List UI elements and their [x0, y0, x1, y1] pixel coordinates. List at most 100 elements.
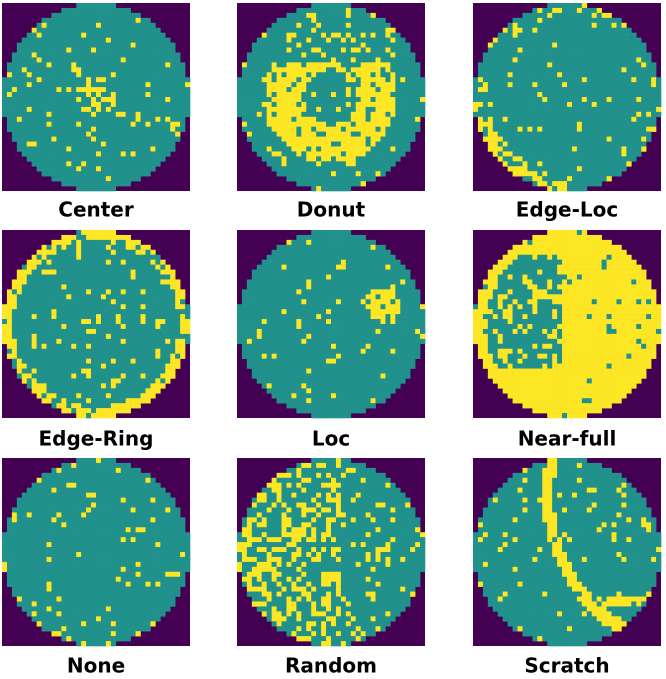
- die: [91, 7, 97, 14]
- die: [150, 77, 156, 83]
- die: [522, 156, 528, 162]
- defect-die: [165, 368, 171, 374]
- die: [370, 284, 376, 290]
- die: [276, 284, 282, 290]
- die: [311, 289, 317, 295]
- die: [611, 52, 617, 58]
- die: [125, 92, 131, 98]
- die: [71, 7, 77, 14]
- defect-die: [340, 264, 347, 270]
- die: [160, 299, 166, 305]
- die: [86, 62, 92, 68]
- die: [100, 52, 107, 58]
- die: [125, 62, 131, 68]
- die: [271, 141, 277, 147]
- die: [76, 126, 82, 132]
- die: [125, 97, 131, 103]
- die: [345, 3, 352, 9]
- die: [145, 343, 151, 350]
- die: [160, 131, 166, 137]
- die: [321, 111, 327, 118]
- die: [326, 106, 332, 113]
- die: [130, 22, 136, 29]
- die: [512, 87, 518, 93]
- die: [145, 254, 151, 260]
- die: [86, 121, 92, 127]
- die: [420, 106, 426, 113]
- die: [596, 22, 602, 29]
- die: [241, 299, 248, 305]
- defect-die: [286, 47, 292, 53]
- defect-die: [365, 67, 371, 73]
- die: [626, 27, 632, 33]
- die: [81, 72, 87, 78]
- die: [405, 47, 411, 53]
- die: [497, 126, 503, 132]
- die: [66, 57, 72, 63]
- die: [331, 156, 337, 162]
- defect-die: [41, 244, 47, 251]
- die: [395, 42, 401, 48]
- die: [100, 284, 107, 290]
- defect-die: [301, 82, 307, 88]
- defect-die: [271, 126, 277, 132]
- die: [56, 126, 62, 132]
- defect-die: [375, 101, 381, 108]
- die: [31, 32, 37, 38]
- die: [547, 42, 553, 48]
- die: [355, 57, 361, 63]
- die: [237, 77, 243, 83]
- die: [631, 37, 637, 43]
- defect-die: [266, 146, 272, 152]
- die: [21, 368, 28, 374]
- defect-die: [120, 403, 126, 409]
- die: [621, 62, 627, 68]
- die: [400, 126, 406, 132]
- die: [246, 72, 253, 78]
- die: [81, 353, 87, 359]
- die: [562, 57, 568, 63]
- die: [306, 309, 312, 315]
- die: [41, 264, 47, 270]
- defect-die: [321, 32, 327, 38]
- die: [100, 22, 107, 29]
- defect-die: [110, 299, 117, 305]
- die: [26, 126, 32, 132]
- die: [125, 388, 131, 394]
- die: [547, 121, 553, 127]
- die: [591, 92, 597, 98]
- defect-die: [271, 121, 277, 127]
- die: [135, 304, 141, 310]
- die: [567, 67, 573, 73]
- die: [241, 126, 248, 132]
- die: [21, 52, 28, 58]
- die: [56, 299, 62, 305]
- die: [321, 304, 327, 310]
- die: [61, 136, 67, 142]
- die: [631, 87, 637, 93]
- die: [606, 22, 612, 29]
- die: [100, 269, 107, 275]
- die: [256, 264, 263, 270]
- die: [557, 146, 563, 152]
- die: [21, 348, 28, 354]
- die: [155, 67, 161, 73]
- die: [21, 116, 28, 123]
- die: [160, 156, 166, 162]
- die: [537, 37, 543, 43]
- die: [517, 97, 523, 103]
- die: [26, 42, 32, 48]
- defect-die: [301, 121, 307, 127]
- defect-die: [170, 126, 176, 132]
- die: [115, 37, 122, 43]
- die: [405, 304, 411, 310]
- die: [26, 62, 32, 68]
- die: [507, 22, 513, 29]
- die: [326, 259, 332, 265]
- die: [621, 27, 627, 33]
- die: [105, 269, 112, 275]
- defect-die: [385, 67, 391, 73]
- die: [271, 22, 277, 29]
- die: [155, 146, 161, 152]
- defect-die: [16, 279, 23, 285]
